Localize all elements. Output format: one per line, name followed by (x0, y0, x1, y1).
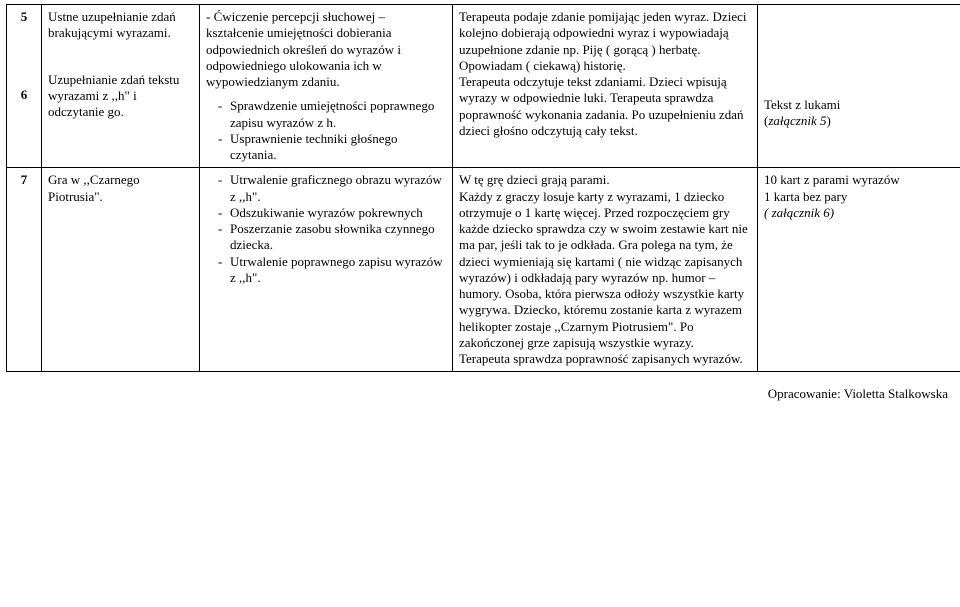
activity-name: Gra w ,,Czarnego Piotrusia". (42, 168, 200, 372)
materials: 10 kart z parami wyrazów 1 karta bez par… (758, 168, 960, 372)
cell-text: ( załącznik 6) (764, 205, 960, 221)
cell-text: Ustne uzupełnianie zdań brakującymi wyra… (48, 9, 193, 42)
table-row: 7 Gra w ,,Czarnego Piotrusia". Utrwaleni… (7, 168, 960, 372)
list-item: Sprawdzenie umiejętności poprawnego zapi… (218, 98, 446, 131)
list-item: Odszukiwanie wyrazów pokrewnych (218, 205, 446, 221)
cell-text: 5 (13, 9, 35, 25)
objectives: Utrwalenie graficznego obrazu wyrazów z … (200, 168, 453, 372)
objectives-list: Sprawdzenie umiejętności poprawnego zapi… (206, 98, 446, 163)
row-number: 5 6 (7, 5, 42, 168)
footer-author: Opracowanie: Violetta Stalkowska (6, 372, 954, 402)
objectives-list: Utrwalenie graficznego obrazu wyrazów z … (206, 172, 446, 286)
list-item: Utrwalenie graficznego obrazu wyrazów z … (218, 172, 446, 205)
procedure: Terapeuta podaje zdanie pomijając jeden … (453, 5, 758, 168)
objectives: - Ćwiczenie percepcji słuchowej – kształ… (200, 5, 453, 168)
procedure: W tę grę dzieci grają parami. Każdy z gr… (453, 168, 758, 372)
list-item: Usprawnienie techniki głośnego czytania. (218, 131, 446, 164)
cell-text: Tekst z lukami (764, 97, 960, 113)
cell-text: Uzupełnianie zdań tekstu wyrazami z ,,h"… (48, 72, 193, 121)
materials: Tekst z lukami (załącznik 5) (758, 5, 960, 168)
row-number: 7 (7, 168, 42, 372)
cell-text: 1 karta bez pary (764, 189, 960, 205)
page: 5 6 Ustne uzupełnianie zdań brakującymi … (0, 0, 960, 410)
curriculum-table: 5 6 Ustne uzupełnianie zdań brakującymi … (6, 4, 960, 372)
cell-text: Terapeuta odczytuje tekst zdaniami. Dzie… (459, 74, 751, 139)
cell-text: 6 (13, 87, 35, 103)
list-item: Utrwalenie poprawnego zapisu wyrazów z ,… (218, 254, 446, 287)
cell-text: Terapeuta podaje zdanie pomijając jeden … (459, 9, 751, 74)
cell-text: (załącznik 5) (764, 113, 960, 129)
cell-text: - Ćwiczenie percepcji słuchowej – kształ… (206, 9, 446, 90)
cell-text: 10 kart z parami wyrazów (764, 172, 960, 188)
activity-name: Ustne uzupełnianie zdań brakującymi wyra… (42, 5, 200, 168)
list-item: Poszerzanie zasobu słownika czynnego dzi… (218, 221, 446, 254)
